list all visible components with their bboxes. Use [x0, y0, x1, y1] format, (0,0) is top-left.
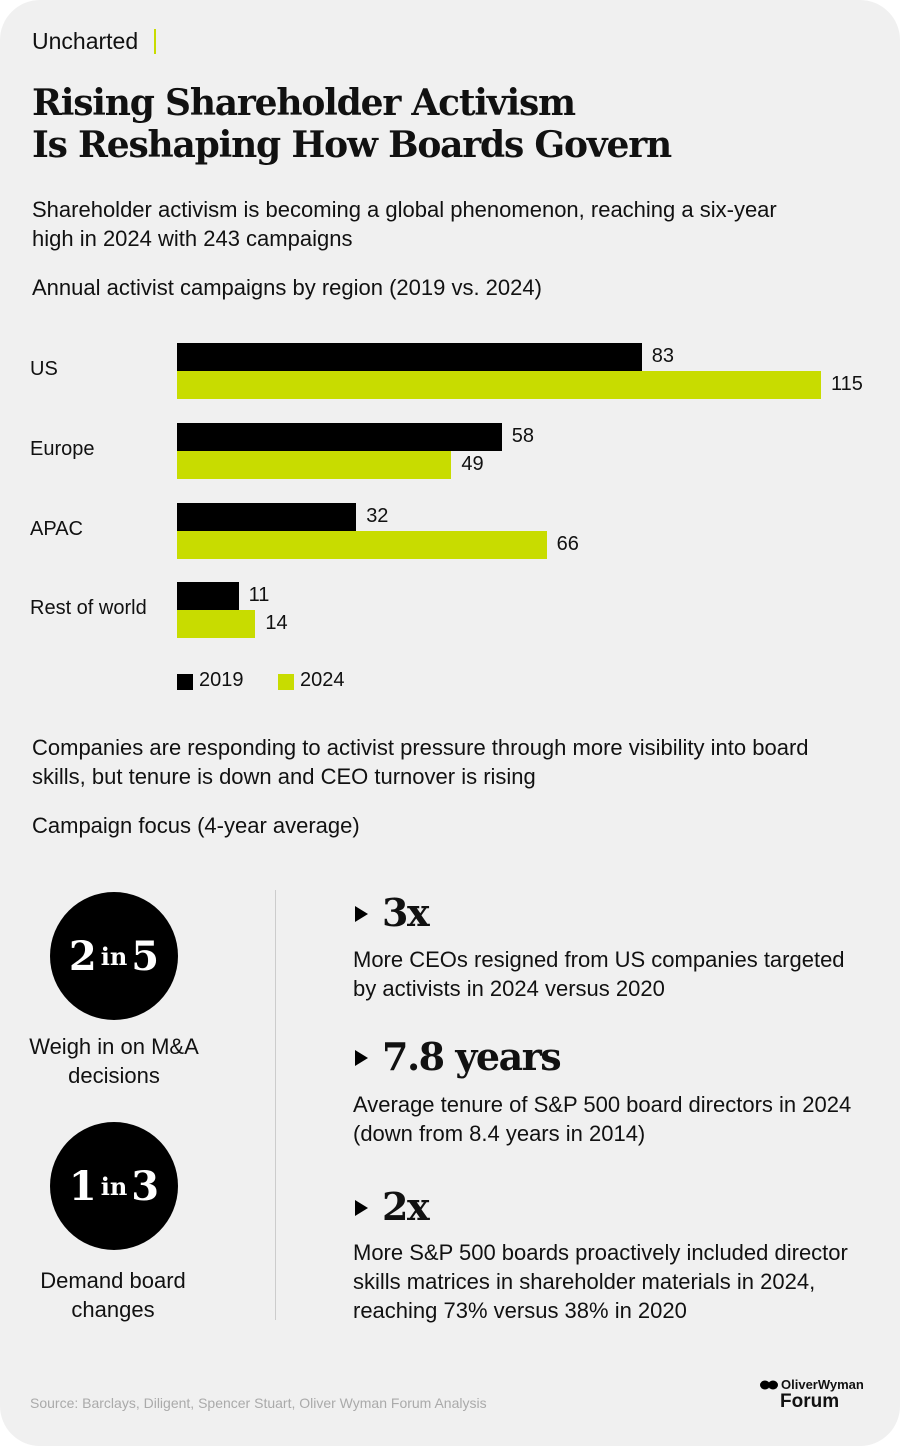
stat-text-2: Average tenure of S&P 500 board director…: [353, 1092, 852, 1146]
category-label: Europe: [30, 438, 95, 460]
page-title: Rising Shareholder Activism Is Reshaping…: [32, 82, 672, 166]
data-label: 32: [366, 505, 389, 527]
legend-label-2024: 2024: [300, 669, 345, 691]
title-line-2: Is Reshaping How Boards Govern: [32, 124, 672, 166]
focus-in: in: [100, 941, 128, 971]
category-label: US: [30, 358, 58, 380]
bar-2019: [177, 343, 642, 371]
bar-2024: [177, 451, 452, 479]
legend-swatch-2019: [177, 674, 193, 690]
title-line-1: Rising Shareholder Activism: [32, 82, 576, 124]
subtitle: Shareholder activism is becoming a globa…: [32, 197, 777, 251]
focus-circle-2: 1 in 3: [50, 1122, 178, 1250]
focus-caption-1: Weigh in on M&A decisions: [29, 1034, 199, 1088]
data-label: 49: [461, 453, 484, 475]
data-label: 66: [556, 533, 579, 555]
logo-mark-icon: [760, 1380, 778, 1389]
focus-den: 3: [131, 1162, 160, 1210]
bar-2024: [177, 371, 821, 399]
category-label: APAC: [30, 518, 83, 540]
source-note: Source: Barclays, Diligent, Spencer Stua…: [30, 1395, 487, 1411]
stat-text-3: More S&P 500 boards proactively included…: [353, 1240, 848, 1323]
bar-2019: [177, 503, 357, 531]
focus-num: 2: [68, 932, 97, 980]
data-label: 115: [831, 373, 863, 395]
bar-2024: [177, 610, 256, 638]
data-label: 11: [248, 584, 270, 606]
data-label: 14: [265, 612, 288, 634]
logo-line-1: OliverWyman: [781, 1377, 864, 1392]
bar-2019: [177, 423, 502, 451]
focus-title: Campaign focus (4-year average): [32, 813, 360, 838]
triangle-right-icon: [355, 1050, 368, 1066]
oliver-wyman-forum-logo: OliverWyman Forum: [760, 1377, 864, 1413]
chart-title: Annual activist campaigns by region (201…: [32, 275, 542, 300]
divider: [275, 890, 276, 1320]
category-label: Rest of world: [30, 597, 147, 619]
stat-figure-3: 2x: [382, 1184, 430, 1229]
bar-2019: [177, 582, 239, 610]
focus-num: 1: [68, 1162, 97, 1210]
stat-figure-2: 7.8 years: [382, 1034, 562, 1079]
focus-den: 5: [131, 932, 160, 980]
triangle-right-icon: [355, 906, 368, 922]
legend-label-2019: 2019: [199, 669, 244, 691]
data-label: 83: [651, 345, 675, 367]
focus-caption-2: Demand board changes: [40, 1268, 186, 1322]
brand-accent-bar: [154, 29, 156, 54]
data-label: 58: [511, 425, 535, 447]
section-subtitle: Companies are responding to activist pre…: [32, 735, 809, 789]
stat-text-1: More CEOs resigned from US companies tar…: [353, 947, 845, 1001]
brand-label: Uncharted: [32, 28, 139, 54]
triangle-right-icon: [355, 1200, 368, 1216]
legend-swatch-2024: [278, 674, 294, 690]
focus-circle-1: 2 in 5: [50, 892, 178, 1020]
stat-figure-1: 3x: [382, 890, 430, 935]
logo-line-2: Forum: [780, 1391, 840, 1412]
bar-2024: [177, 531, 547, 559]
focus-in: in: [100, 1171, 128, 1201]
